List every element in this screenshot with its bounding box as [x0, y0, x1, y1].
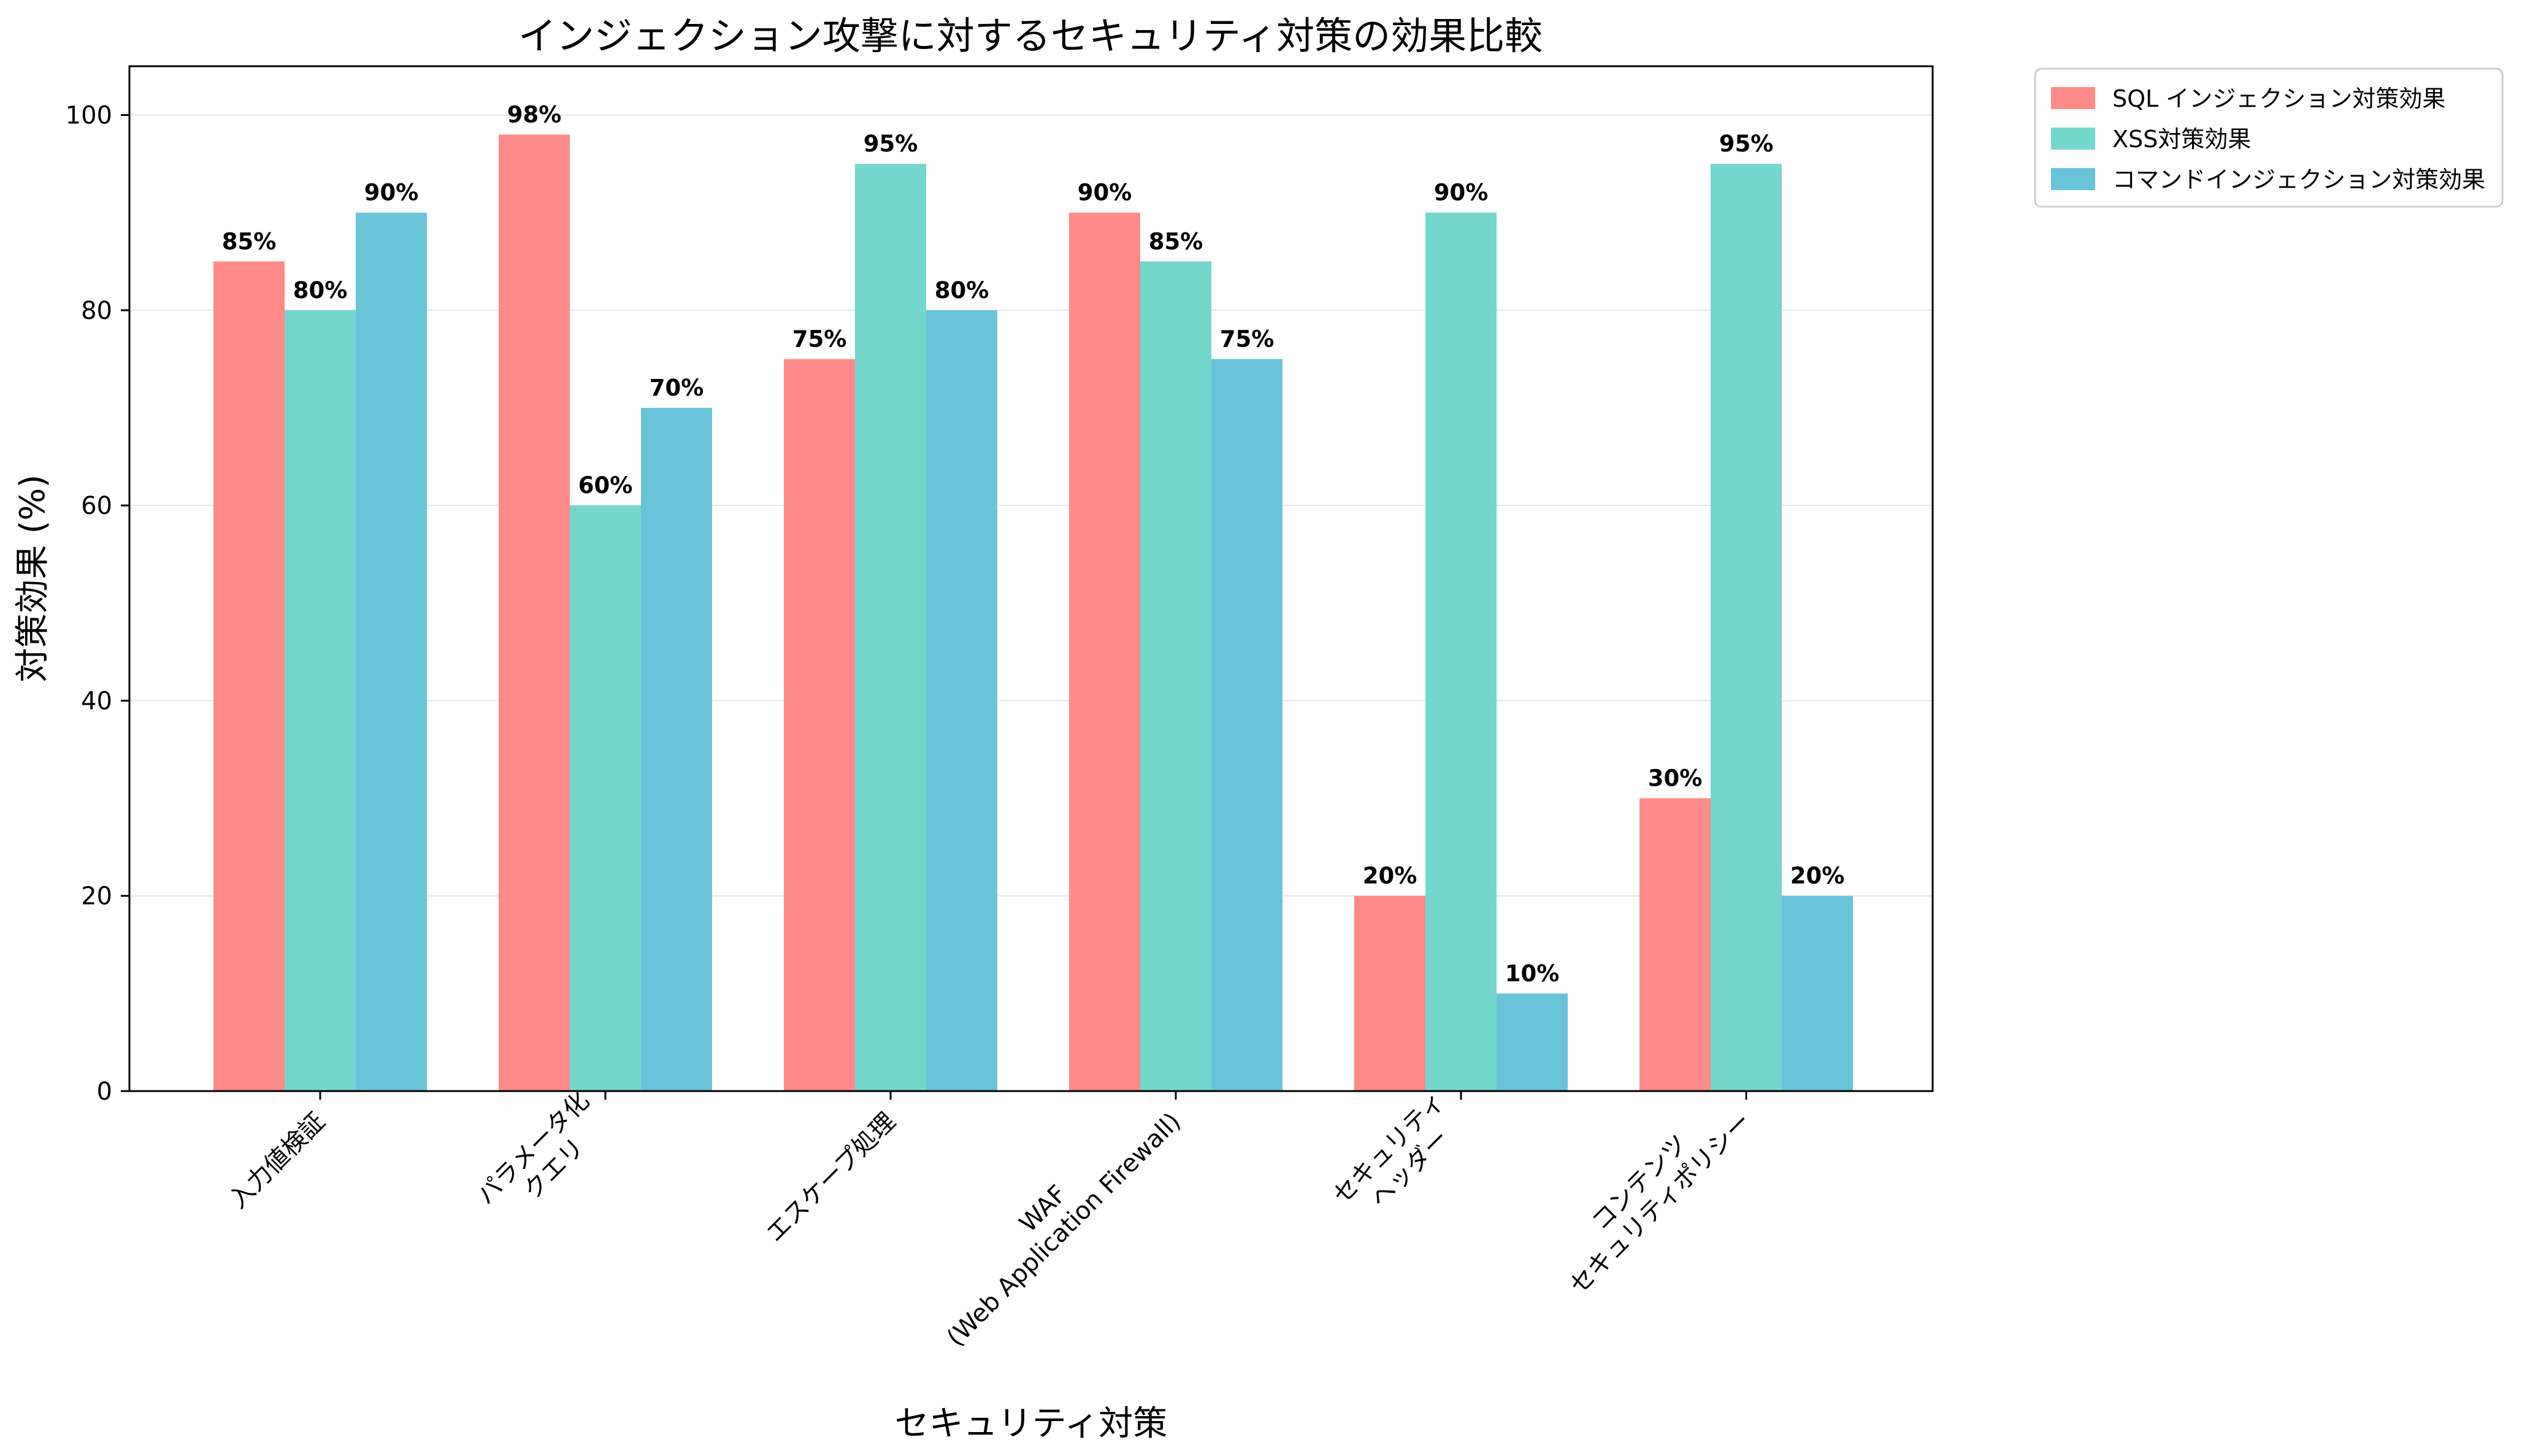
x-tick-label: エスケープ処理 — [761, 1108, 901, 1248]
value-label: 75% — [1220, 326, 1275, 352]
x-tick-label-group: エスケープ処理 — [761, 1108, 901, 1248]
x-tick-label-line: 入力値検証 — [224, 1108, 331, 1214]
bar-series-1-cat-3 — [1140, 261, 1211, 1092]
bar-series-2-cat-3 — [1211, 359, 1283, 1091]
legend-entry-label: XSS対策効果 — [2112, 126, 2251, 153]
x-tick-label-group: コンテンツセキュリティポリシー — [1543, 1087, 1757, 1300]
bar-series-0-cat-0 — [213, 261, 285, 1092]
y-tick-label: 80 — [81, 297, 112, 325]
value-label: 95% — [1719, 131, 1774, 157]
bar-series-0-cat-5 — [1639, 798, 1711, 1091]
y-tick-label: 40 — [81, 687, 112, 715]
value-label: 90% — [1434, 180, 1489, 206]
value-label: 75% — [792, 326, 847, 352]
bar-series-0-cat-1 — [499, 134, 570, 1091]
value-label: 10% — [1505, 960, 1560, 987]
x-tick-label-line: エスケープ処理 — [761, 1108, 901, 1248]
bar-series-2-cat-1 — [641, 408, 712, 1091]
x-tick-label: 入力値検証 — [224, 1108, 331, 1214]
bars-layer — [213, 134, 1853, 1092]
legend-entry-label: SQL インジェクション対策効果 — [2112, 85, 2445, 112]
chart-title: インジェクション攻撃に対するセキュリティ対策の効果比較 — [518, 13, 1543, 58]
x-axis: 入力値検証 パラメータ化クエリ エスケープ処理 WAF(Web Application… — [224, 1087, 1757, 1352]
bar-series-0-cat-2 — [784, 359, 855, 1091]
x-tick-label-group: パラメータ化クエリ — [472, 1087, 616, 1231]
bar-series-0-cat-4 — [1354, 895, 1425, 1091]
value-label: 60% — [578, 472, 633, 499]
value-label: 85% — [1149, 228, 1203, 255]
x-tick-label-group: 入力値検証 — [224, 1108, 331, 1214]
y-axis: 0 20 40 60 80 100 — [66, 102, 129, 1106]
y-tick-label: 60 — [81, 492, 112, 520]
bar-series-2-cat-4 — [1497, 993, 1568, 1091]
bar-series-2-cat-5 — [1782, 895, 1853, 1091]
x-tick-label: WAF(Web Application Firewall) — [921, 1087, 1186, 1352]
value-label: 90% — [1078, 180, 1132, 206]
y-axis-title: 対策効果 (%) — [13, 475, 53, 683]
x-tick-label-line: (Web Application Firewall) — [941, 1108, 1186, 1352]
legend-entry-label: コマンドインジェクション対策効果 — [2112, 166, 2485, 193]
legend-swatch — [2051, 128, 2095, 150]
bar-series-1-cat-2 — [855, 164, 926, 1092]
value-label: 20% — [1363, 863, 1417, 889]
plot-frame — [128, 65, 1934, 1092]
y-tick-label: 0 — [97, 1078, 112, 1106]
x-tick-label-line: セキュリティポリシー — [1564, 1108, 1757, 1300]
legend-swatch — [2051, 168, 2095, 190]
bar-series-1-cat-1 — [570, 505, 641, 1091]
bar-series-1-cat-0 — [285, 310, 356, 1091]
value-label: 70% — [650, 375, 704, 401]
bar-series-1-cat-4 — [1425, 212, 1497, 1091]
grid-layer — [129, 114, 1933, 897]
legend-swatch — [2051, 87, 2095, 109]
x-tick-label: パラメータ化クエリ — [472, 1087, 616, 1231]
value-label: 30% — [1648, 765, 1703, 792]
y-tick-label: 100 — [66, 102, 112, 130]
bar-series-1-cat-5 — [1711, 164, 1782, 1092]
value-label: 85% — [222, 228, 277, 255]
x-axis-title: セキュリティ対策 — [895, 1404, 1168, 1444]
y-tick-label: 20 — [81, 883, 112, 911]
bar-series-2-cat-2 — [926, 310, 997, 1091]
value-label: 80% — [935, 277, 989, 304]
bar-series-2-cat-0 — [356, 212, 427, 1091]
value-label: 98% — [507, 101, 562, 128]
x-tick-label: コンテンツセキュリティポリシー — [1543, 1087, 1757, 1300]
x-tick-label-group: セキュリティヘッダー — [1328, 1087, 1471, 1230]
value-label: 95% — [864, 131, 918, 157]
value-label: 20% — [1790, 863, 1845, 889]
value-label: 90% — [364, 180, 419, 206]
x-tick-label-group: WAF(Web Application Firewall) — [921, 1087, 1186, 1352]
value-label: 80% — [293, 277, 348, 304]
legend-box — [2034, 67, 2504, 208]
labels-layer: 85% 98% 75% 90% 20% 30% 80% 60% 95% 85% 90% 95% 90% 7… — [222, 101, 1845, 986]
x-tick-label: セキュリティヘッダー — [1328, 1087, 1471, 1230]
bar-series-0-cat-3 — [1069, 212, 1140, 1091]
